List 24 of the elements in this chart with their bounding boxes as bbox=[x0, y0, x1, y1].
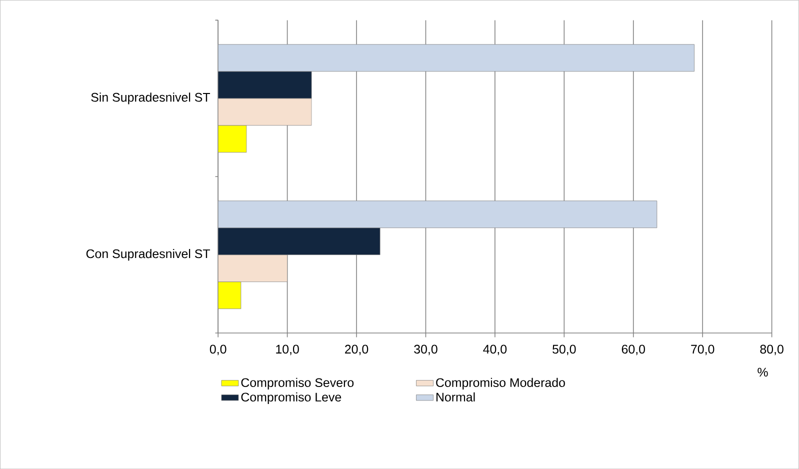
y-tick-label: Sin Supradesnivel ST bbox=[91, 92, 210, 104]
bar bbox=[218, 44, 694, 72]
bar bbox=[218, 71, 312, 99]
legend-label: Compromiso Leve bbox=[241, 392, 342, 404]
bar bbox=[218, 98, 312, 126]
x-tick-label: 30,0 bbox=[414, 344, 438, 356]
x-axis-title: % bbox=[758, 368, 768, 376]
bar bbox=[218, 228, 380, 255]
x-tick-label: 60,0 bbox=[622, 344, 645, 356]
x-tick-label: 80,0 bbox=[760, 344, 784, 356]
bar bbox=[218, 200, 658, 228]
legend-label: Compromiso Severo bbox=[241, 378, 354, 390]
x-tick-label: 20,0 bbox=[345, 344, 368, 356]
x-tick-label: 0,0 bbox=[210, 344, 226, 356]
x-tick-label: 70,0 bbox=[691, 344, 714, 356]
y-tick-label: Con Supradesnivel ST bbox=[86, 248, 210, 261]
x-tick-label: 50,0 bbox=[552, 344, 576, 356]
bar bbox=[218, 125, 247, 152]
bar bbox=[218, 254, 288, 282]
x-tick-label: 10,0 bbox=[276, 344, 299, 356]
x-tick-label: 40,0 bbox=[483, 344, 507, 356]
legend-label: Compromiso Moderado bbox=[436, 378, 565, 390]
bar bbox=[218, 282, 242, 309]
legend-label: Normal bbox=[436, 392, 475, 402]
